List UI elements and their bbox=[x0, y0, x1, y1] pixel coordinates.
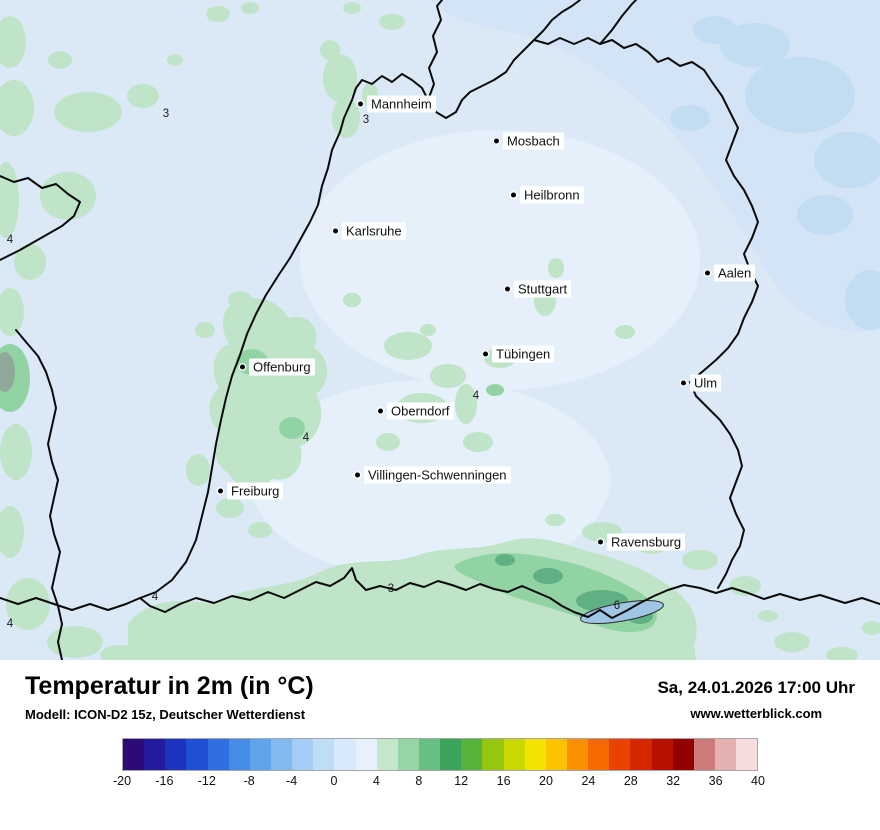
colorbar-segment bbox=[588, 739, 610, 770]
map-title: Temperatur in 2m (in °C) bbox=[25, 672, 314, 700]
colorbar-tick-label: 32 bbox=[666, 774, 681, 788]
colorbar-segment bbox=[440, 739, 462, 770]
colorbar-tick-label: -8 bbox=[243, 774, 255, 788]
colorbar-segment bbox=[503, 739, 525, 770]
colorbar-segment bbox=[566, 739, 589, 770]
colorbar-tick-label: 8 bbox=[415, 774, 423, 788]
colorbar-segment bbox=[292, 739, 314, 770]
border-top-center bbox=[427, 0, 443, 101]
colorbar-tick-label: 16 bbox=[496, 774, 511, 788]
border-rhine-south bbox=[139, 87, 880, 619]
footer: Temperatur in 2m (in °C) Modell: ICON-D2… bbox=[0, 660, 880, 830]
colorbar-tick-label: 24 bbox=[581, 774, 596, 788]
colorbar-segment bbox=[609, 739, 631, 770]
colorbar-segment bbox=[165, 739, 187, 770]
colorbar-tick-label: 4 bbox=[372, 774, 380, 788]
colorbar-segment bbox=[144, 739, 166, 770]
colorbar-tick-label: -4 bbox=[286, 774, 298, 788]
colorbar-segment bbox=[249, 739, 271, 770]
colorbar-segment bbox=[524, 739, 546, 770]
colorbar-segment bbox=[228, 739, 250, 770]
colorbar-segment bbox=[397, 739, 419, 770]
colorbar-tick-label: 0 bbox=[330, 774, 338, 788]
border-top-right bbox=[599, 0, 637, 45]
colorbar-segment bbox=[123, 739, 145, 770]
colorbar-segment bbox=[672, 739, 694, 770]
border-north-branch bbox=[533, 37, 713, 83]
colorbar-tick-label: 36 bbox=[708, 774, 723, 788]
footer-left-column: Temperatur in 2m (in °C) Modell: ICON-D2… bbox=[25, 670, 314, 722]
colorbar-segment bbox=[545, 739, 567, 770]
colorbar-segment bbox=[482, 739, 504, 770]
colorbar-segment bbox=[693, 739, 715, 770]
colorbar-tick-label: 40 bbox=[751, 774, 765, 788]
colorbar-tick-label: 12 bbox=[454, 774, 469, 788]
colorbar-tick-label: 20 bbox=[539, 774, 553, 788]
colorbar-gradient bbox=[122, 738, 758, 771]
colorbar-tick-label: -16 bbox=[155, 774, 174, 788]
map-svg bbox=[0, 0, 880, 660]
colorbar-segment bbox=[418, 739, 441, 770]
border-layer bbox=[0, 0, 880, 660]
model-info: Modell: ICON-D2 15z, Deutscher Wetterdie… bbox=[25, 707, 306, 722]
footer-header-row: Temperatur in 2m (in °C) Modell: ICON-D2… bbox=[25, 670, 855, 722]
colorbar-segment bbox=[207, 739, 229, 770]
border-east bbox=[689, 81, 759, 589]
colorbar-segment bbox=[630, 739, 652, 770]
colorbar-segment bbox=[355, 739, 377, 770]
temperature-field-layer bbox=[670, 16, 880, 330]
terrain-green-layer bbox=[0, 2, 880, 660]
colorbar-tick-label: -12 bbox=[197, 774, 216, 788]
footer-right-column: Sa, 24.01.2026 17:00 Uhr www.wetterblick… bbox=[657, 678, 855, 721]
colorbar-segment bbox=[313, 739, 335, 770]
colorbar-segment bbox=[714, 739, 737, 770]
colorbar-segment bbox=[461, 739, 483, 770]
colorbar-segment bbox=[651, 739, 673, 770]
colorbar-segment bbox=[334, 739, 356, 770]
border-bottom-left bbox=[0, 597, 141, 611]
border-vosges bbox=[15, 329, 63, 660]
temperature-colorbar: -20 -16 -12 -8 -4 0 4 8 12 16 20 24 28 32 36 40 bbox=[113, 738, 765, 790]
colorbar-tick-label: 28 bbox=[623, 774, 638, 788]
forecast-datetime: Sa, 24.01.2026 17:00 Uhr bbox=[657, 678, 855, 697]
colorbar-segment bbox=[186, 739, 208, 770]
colorbar-segment bbox=[376, 739, 398, 770]
border-north bbox=[355, 0, 581, 119]
website-url: www.wetterblick.com bbox=[690, 706, 823, 721]
colorbar-segment bbox=[270, 739, 293, 770]
colorbar-segment bbox=[736, 739, 758, 770]
colorbar-tick-label: -20 bbox=[112, 774, 132, 788]
border-left-palatinate bbox=[0, 175, 81, 261]
colorbar-tick-labels: -20 -16 -12 -8 -4 0 4 8 12 16 20 24 28 32 36 40 bbox=[113, 774, 765, 790]
